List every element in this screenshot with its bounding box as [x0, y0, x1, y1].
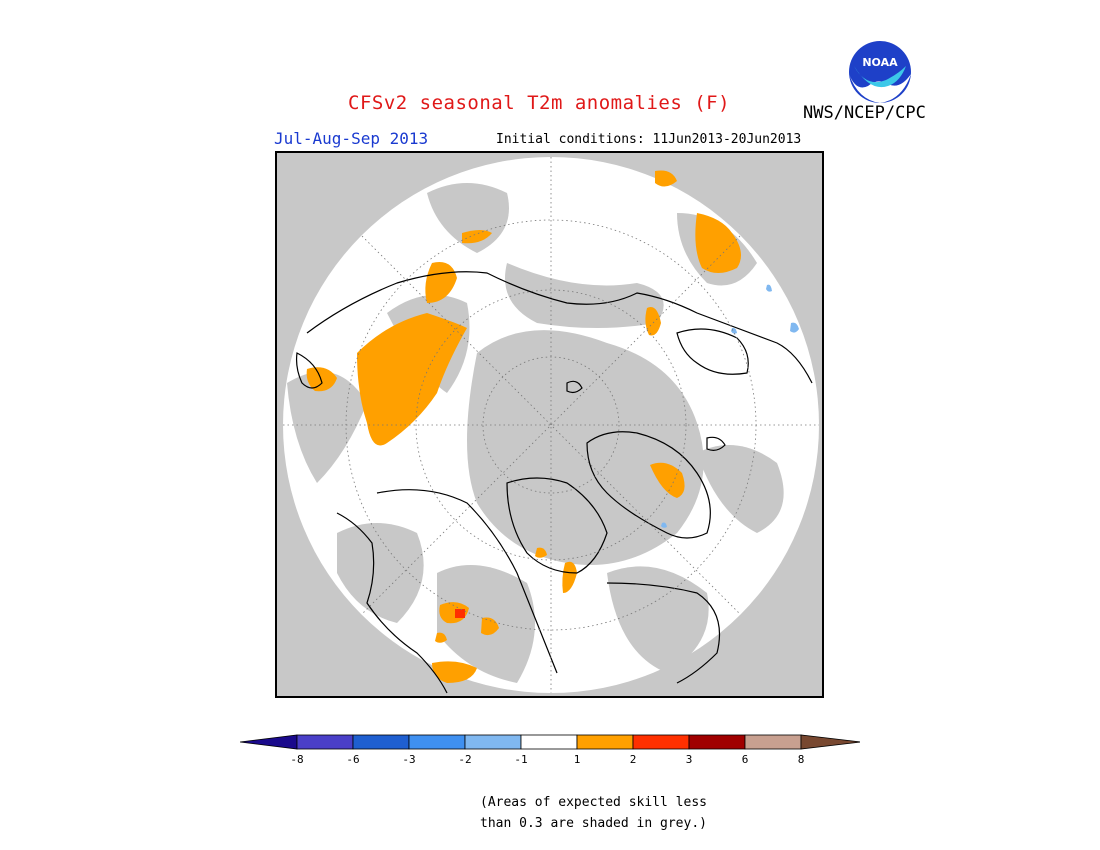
polar-map: [283, 157, 819, 694]
warm-region-siberia: [357, 313, 467, 446]
coast-arctic-canada: [506, 477, 608, 574]
coast-iceland: [706, 436, 726, 451]
colorbar-box: [352, 734, 410, 750]
warm-region-east-coast: [645, 307, 661, 336]
colorbar-tick-label: -1: [514, 753, 527, 766]
coast-eurasia: [306, 271, 813, 384]
coast-north-america: [376, 489, 721, 684]
warm-region-canada-2: [535, 547, 547, 558]
low-skill-east: [697, 445, 784, 533]
colorbar-box: [520, 734, 578, 750]
colorbar-box: [576, 734, 634, 750]
colorbar-boxes: [240, 734, 860, 750]
skill-note-line1: (Areas of expected skill less: [480, 795, 707, 810]
warm-region-east-block: [695, 213, 741, 273]
agency-label: NWS/NCEP/CPC: [803, 103, 926, 123]
chart-title: CFSv2 seasonal T2m anomalies (F): [348, 92, 731, 114]
warm-region-northeast: [655, 170, 677, 187]
colorbar-tick-label: 6: [742, 753, 749, 766]
colorbar-box: [632, 734, 690, 750]
coast-scandinavia: [676, 328, 749, 375]
strong-warm-spot: [455, 609, 465, 618]
colorbar-tick-label: 8: [798, 753, 805, 766]
colorbar-box: [464, 734, 522, 750]
colorbar-tick-label: -3: [402, 753, 415, 766]
colorbar-box: [408, 734, 466, 750]
colorbar-arrow-right: [800, 734, 860, 750]
noaa-logo-text: NOAA: [862, 56, 898, 69]
coast-kamchatka: [295, 352, 323, 389]
low-skill-west: [287, 371, 367, 483]
cool-spot-4: [661, 522, 667, 528]
colorbar-labels: -8 -6 -3 -2 -1 1 2 3 6 8: [290, 753, 804, 766]
coastlines: [295, 271, 813, 694]
colorbar-tick-label: -8: [290, 753, 303, 766]
colorbar-box: [744, 734, 802, 750]
warm-region-small: [435, 632, 447, 643]
low-skill-southeast: [607, 566, 709, 673]
initial-conditions-label: Initial conditions: 11Jun2013-20Jun2013: [496, 132, 802, 147]
warm-region-greenland: [650, 462, 685, 498]
cool-spot-2: [766, 284, 772, 292]
colorbar-tick-label: 3: [686, 753, 693, 766]
colorbar-arrow-left: [240, 734, 298, 750]
coast-greenland: [586, 431, 711, 539]
low-skill-central: [467, 330, 704, 565]
warm-region-southwest: [432, 661, 477, 683]
latitude-circle-inner: [482, 356, 620, 494]
warm-anomaly-regions: [306, 170, 741, 683]
skill-note-line2: than 0.3 are shaded in grey.): [480, 816, 707, 831]
colorbar-tick-label: 2: [630, 753, 637, 766]
colorbar-tick-label: -2: [458, 753, 471, 766]
coast-alaska: [336, 512, 448, 694]
colorbar-tick-label: -6: [346, 753, 359, 766]
cool-spot-1: [790, 322, 799, 333]
low-skill-southwest: [337, 523, 424, 623]
graticule: [283, 157, 819, 693]
season-label: Jul-Aug-Sep 2013: [274, 129, 429, 148]
latitude-circle-middle: [415, 289, 687, 561]
noaa-logo: NOAA: [849, 41, 911, 103]
colorbar-box: [688, 734, 746, 750]
warm-region-canada: [562, 561, 577, 593]
colorbar: -8 -6 -3 -2 -1 1 2 3 6 8: [240, 734, 860, 766]
low-skill-north-asia: [505, 263, 664, 328]
coast-svalbard: [566, 380, 583, 394]
colorbar-tick-label: 1: [574, 753, 581, 766]
map-panel: [275, 151, 824, 698]
skill-note: (Areas of expected skill less than 0.3 a…: [480, 792, 707, 834]
warm-region-north-strip: [462, 230, 492, 244]
colorbar-box: [296, 734, 354, 750]
warm-region-west-coast: [306, 367, 337, 392]
